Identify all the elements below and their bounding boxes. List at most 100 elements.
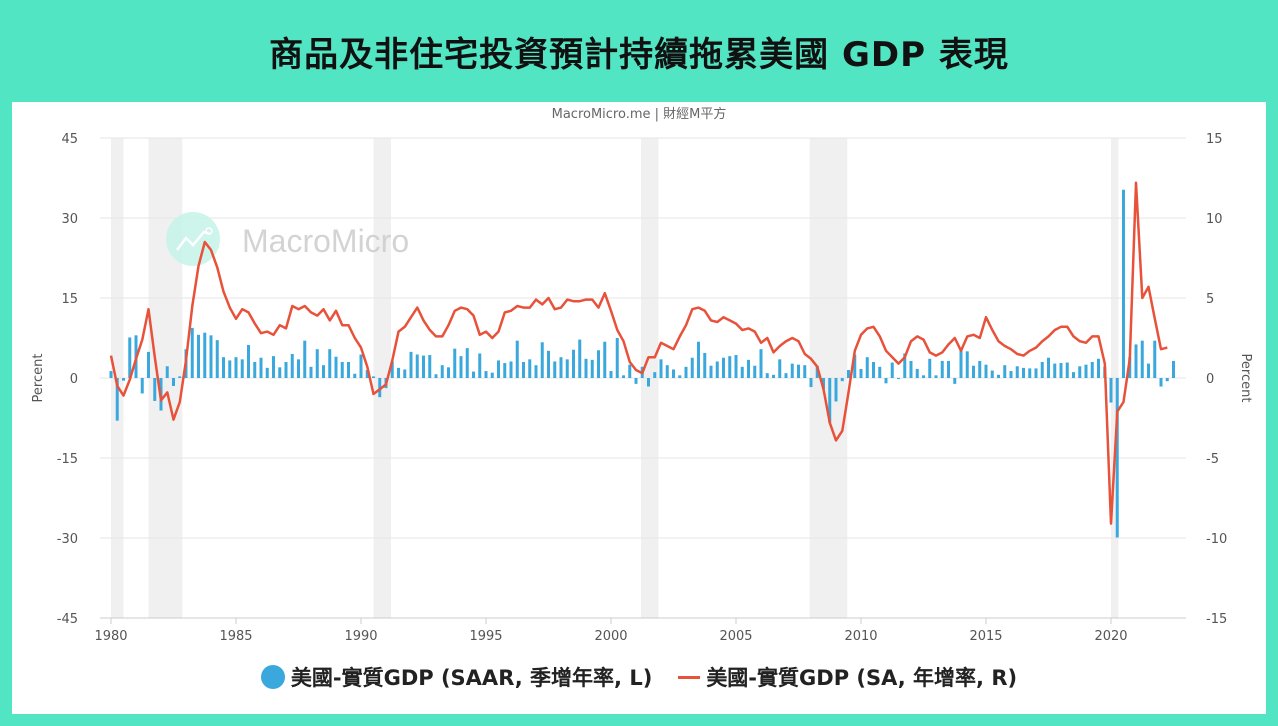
gdp-saar-bar [547, 350, 550, 378]
x-tick: 2000 [594, 629, 627, 644]
y-left-tick: 15 [61, 292, 78, 307]
gdp-saar-bar [1084, 364, 1088, 378]
gdp-saar-bar [903, 353, 907, 378]
gdp-saar-bar [290, 354, 294, 378]
legend-item-saar[interactable]: 美國-實質GDP (SAAR, 季增年率, L) [260, 662, 653, 692]
gdp-saar-bar [1159, 378, 1163, 387]
gdp-saar-bar [228, 360, 232, 378]
y-left-tick: -15 [57, 452, 78, 467]
gdp-saar-bar [1040, 362, 1044, 378]
gdp-saar-bar [1022, 367, 1025, 378]
gdp-saar-bar [422, 355, 425, 378]
gdp-saar-bar [853, 354, 857, 378]
gdp-saar-bar [740, 366, 744, 378]
chart-panel [12, 102, 1266, 714]
gdp-saar-bar [1147, 363, 1150, 378]
gdp-saar-bar [597, 350, 600, 378]
gdp-saar-bar [178, 376, 182, 378]
gdp-saar-bar [722, 357, 725, 378]
gdp-saar-bar [609, 371, 613, 378]
legend: 美國-實質GDP (SAAR, 季增年率, L) 美國-實質GDP (SA, 年… [0, 662, 1278, 692]
gdp-saar-bar [453, 348, 457, 378]
gdp-saar-bar [1047, 357, 1050, 378]
gdp-saar-bar [490, 372, 494, 378]
gdp-saar-bar [359, 354, 363, 378]
gdp-saar-bar [847, 370, 850, 378]
gdp-saar-bar [997, 374, 1000, 378]
gdp-saar-bar [284, 362, 288, 378]
y-right-tick: 0 [1206, 372, 1214, 387]
gdp-saar-bar [1065, 362, 1069, 378]
gdp-saar-bar [990, 370, 994, 378]
gdp-saar-bar [497, 360, 500, 378]
gdp-saar-bar [784, 373, 788, 378]
y-right-label: Percent [1238, 354, 1253, 403]
x-tick: 1985 [219, 629, 252, 644]
gdp-saar-bar [147, 351, 150, 378]
gdp-saar-bar [328, 349, 332, 378]
gdp-saar-bar [122, 378, 125, 381]
gdp-saar-bar [909, 360, 913, 378]
gdp-saar-bar [1078, 366, 1082, 378]
gdp-saar-bar [278, 367, 282, 378]
gdp-saar-bar [840, 378, 844, 382]
gdp-saar-bar [934, 375, 938, 378]
gdp-saar-bar [309, 366, 313, 378]
y-left-tick: 30 [61, 212, 78, 227]
gdp-saar-bar [109, 371, 113, 378]
line-series-yoy [109, 181, 1168, 525]
gdp-saar-bar [709, 365, 713, 378]
gdp-saar-bar [484, 371, 488, 378]
gdp-saar-bar [190, 327, 194, 378]
gdp-saar-bar [378, 378, 382, 398]
gdp-saar-bar [322, 365, 325, 378]
gdp-saar-bar [540, 342, 544, 378]
x-tick: 2015 [969, 629, 1002, 644]
x-tick: 1990 [344, 629, 377, 644]
gdp-saar-bar [515, 340, 519, 378]
gdp-saar-bar [234, 357, 238, 378]
gdp-saar-bar [753, 365, 757, 378]
gdp-saar-bar [778, 359, 782, 378]
gdp-saar-bar [659, 359, 663, 378]
gdp-saar-bar [165, 366, 169, 378]
gdp-saar-bar [665, 365, 669, 378]
gdp-saar-bar [628, 364, 632, 378]
gdp-saar-bar [734, 355, 738, 378]
gdp-saar-bar [603, 341, 607, 378]
gdp-saar-bar [897, 378, 900, 379]
gdp-saar-bar [334, 356, 338, 378]
gdp-saar-bar [353, 373, 357, 378]
gdp-saar-bar [247, 344, 250, 378]
gdp-saar-bar [834, 378, 838, 402]
gdp-saar-bar [340, 362, 344, 378]
chart-credit: MacroMicro.me | 財經M平方 [551, 107, 727, 122]
legend-dot-icon [260, 665, 285, 689]
y-left-label: Percent [31, 354, 46, 403]
gdp-saar-bar [590, 359, 594, 378]
y-left-tick: 45 [61, 132, 78, 147]
legend-item-yoy[interactable]: 美國-實質GDP (SA, 年增率, R) [678, 662, 1017, 692]
gdp-saar-bar [1134, 344, 1138, 378]
gdp-saar-bar [715, 361, 719, 378]
gdp-saar-bar [1009, 371, 1013, 378]
gdp-saar-bar [528, 359, 532, 378]
x-tick: 2005 [719, 629, 752, 644]
gdp-saar-bar [690, 357, 694, 378]
gdp-saar-bar [922, 375, 925, 378]
gdp-saar-bar [1109, 378, 1113, 403]
gdp-saar-bar [647, 378, 650, 387]
gdp-saar-bar [315, 349, 319, 378]
y-right-tick: 10 [1206, 212, 1223, 227]
gdp-saar-bar [415, 354, 419, 378]
gdp-saar-bar [765, 373, 769, 378]
gdp-saar-bar [347, 362, 350, 378]
gdp-saar-bar [140, 378, 144, 394]
gdp-saar-bar [553, 361, 557, 378]
x-tick: 2010 [844, 629, 877, 644]
legend-label-saar: 美國-實質GDP (SAAR, 季增年率, L) [290, 666, 653, 690]
gdp-saar-bar [584, 358, 588, 378]
gdp-saar-bar [759, 349, 763, 378]
gdp-saar-bar [828, 378, 832, 423]
